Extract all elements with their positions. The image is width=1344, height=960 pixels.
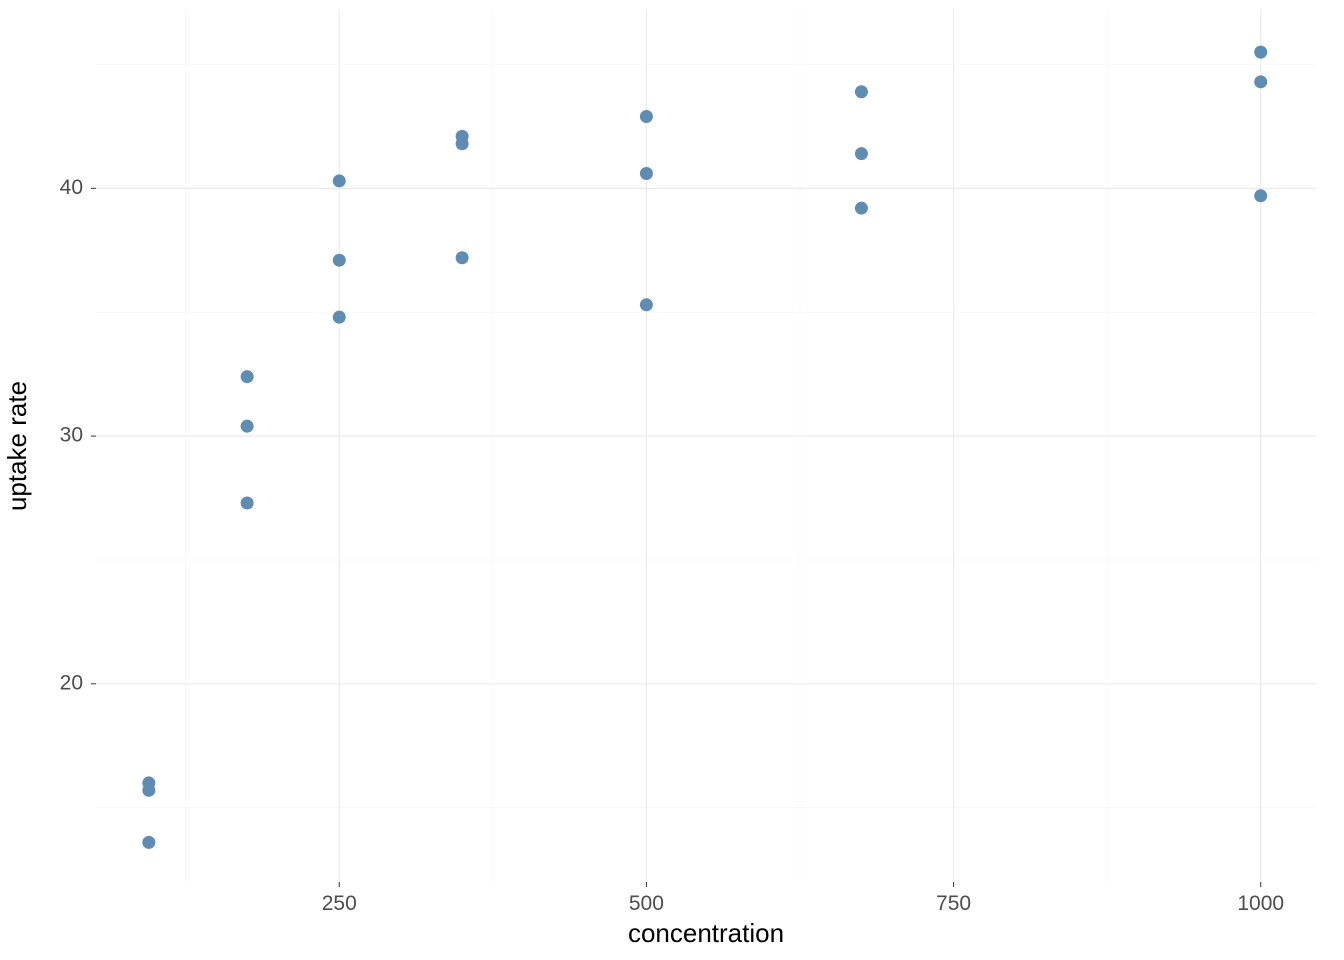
y-axis-title: uptake rate bbox=[2, 381, 32, 511]
data-point bbox=[855, 147, 868, 160]
data-point bbox=[142, 784, 155, 797]
data-point bbox=[241, 420, 254, 433]
plot-panel bbox=[96, 10, 1316, 882]
chart-svg: 250 500 750 1000 20 30 40 concentration uptake r… bbox=[0, 0, 1344, 960]
data-point bbox=[333, 311, 346, 324]
data-point bbox=[142, 836, 155, 849]
data-point bbox=[855, 202, 868, 215]
x-tick-label: 1000 bbox=[1237, 892, 1284, 915]
data-point bbox=[1254, 75, 1267, 88]
data-point bbox=[1254, 189, 1267, 202]
data-point bbox=[333, 174, 346, 187]
data-point bbox=[640, 298, 653, 311]
data-point bbox=[241, 496, 254, 509]
data-point bbox=[640, 110, 653, 123]
y-tick-label: 30 bbox=[60, 424, 83, 447]
data-point bbox=[456, 251, 469, 264]
data-point bbox=[855, 85, 868, 98]
scatter-chart: 250 500 750 1000 20 30 40 concentration uptake r… bbox=[0, 0, 1344, 960]
y-tick-label: 40 bbox=[60, 176, 83, 199]
data-point bbox=[333, 254, 346, 267]
x-axis-title: concentration bbox=[628, 918, 784, 948]
data-point bbox=[241, 370, 254, 383]
data-point bbox=[1254, 46, 1267, 59]
data-point bbox=[456, 137, 469, 150]
x-tick-label: 500 bbox=[629, 892, 664, 915]
y-tick-label: 20 bbox=[60, 671, 83, 694]
x-tick-label: 250 bbox=[322, 892, 357, 915]
panel-rect bbox=[96, 10, 1316, 882]
x-tick-label: 750 bbox=[936, 892, 971, 915]
data-point bbox=[640, 167, 653, 180]
